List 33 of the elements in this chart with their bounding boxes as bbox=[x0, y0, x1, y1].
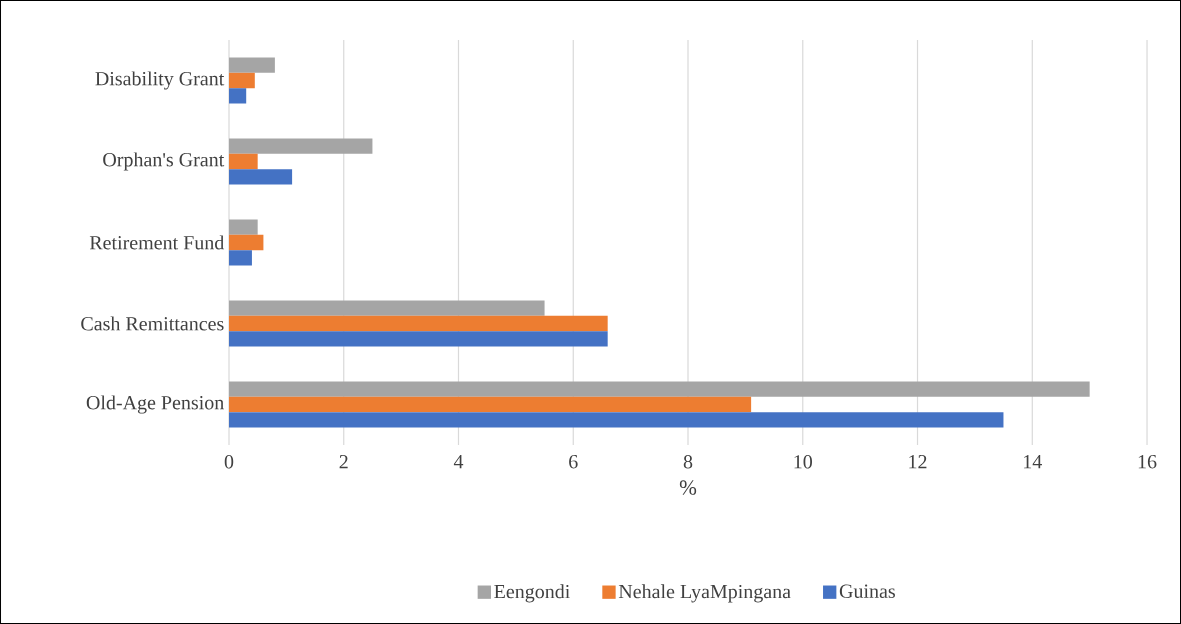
x-axis-title: % bbox=[679, 480, 697, 495]
bar bbox=[228, 300, 545, 316]
x-tick-label: 16 bbox=[1138, 455, 1157, 469]
x-tick-label: 4 bbox=[453, 455, 464, 469]
bar bbox=[228, 396, 752, 413]
bar bbox=[228, 169, 293, 185]
bar bbox=[228, 331, 608, 347]
bar bbox=[228, 234, 264, 251]
bar bbox=[228, 412, 1004, 428]
bar bbox=[228, 138, 373, 154]
bar bbox=[228, 381, 1090, 397]
y-tick-label: Old-Age Pension bbox=[86, 395, 224, 414]
bar bbox=[228, 219, 258, 235]
y-tick-label: Retirement Fund bbox=[89, 235, 225, 250]
legend-label: Nehale LyaMpingana bbox=[618, 584, 791, 603]
bar bbox=[228, 57, 275, 73]
bar bbox=[228, 153, 258, 170]
x-tick-label: 8 bbox=[683, 455, 693, 469]
legend-label: Eengondi bbox=[494, 584, 570, 603]
x-tick-label: 2 bbox=[339, 455, 348, 469]
x-tick-label: 14 bbox=[1024, 455, 1042, 469]
y-tick-label: Cash Remittances bbox=[81, 316, 224, 331]
bar bbox=[228, 88, 247, 104]
y-tick-label: Disability Grant bbox=[95, 71, 225, 90]
bar bbox=[228, 72, 255, 89]
bar bbox=[228, 250, 252, 266]
x-tick-label: 10 bbox=[794, 455, 813, 469]
x-tick-label: 6 bbox=[569, 455, 578, 469]
legend-label: Guinas bbox=[839, 584, 895, 598]
bar bbox=[228, 315, 608, 332]
y-tick-label: Orphan's Grant bbox=[103, 152, 225, 171]
x-tick-label: 12 bbox=[909, 455, 927, 469]
x-tick-label: 0 bbox=[224, 455, 234, 469]
